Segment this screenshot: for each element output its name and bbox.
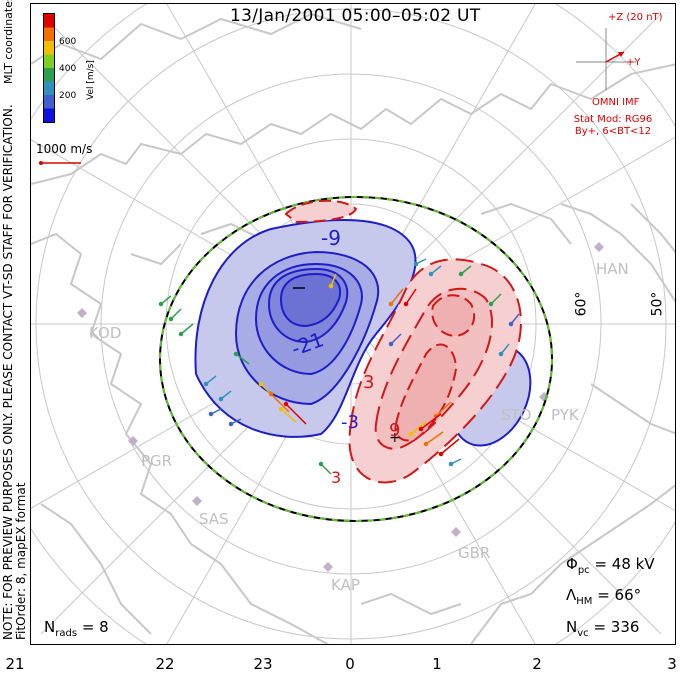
nrads-param: Nrads = 8 [44,618,109,639]
contour-label: 9 [389,420,401,441]
contour-label: 3 [363,372,375,393]
colorbar-gradient [44,14,54,122]
pcp-symbol: Φ [566,555,578,573]
convection-map: + [31,4,675,644]
contour-label: 3 [331,468,342,487]
fit-order-note: FitOrder: 8, mapEX format [14,482,28,640]
imf-by-label: +Y [626,57,641,68]
imf-clock [576,28,636,90]
colorbar-tick: 400 [59,64,77,74]
pcp-subscript: pc [577,565,590,576]
colorbar [43,13,55,123]
map-frame: + [30,3,676,645]
side-note: NOTE: FOR PREVIEW PURPOSES ONLY. PLEASE … [1,104,28,640]
hm-boundary [159,196,553,522]
pcp-value: = 48 kV [594,555,655,573]
mlt-label: 21 [5,655,25,673]
nrads-value: = 8 [81,618,109,636]
contour-label: -9 [321,226,341,250]
velocity-vectors [158,258,520,475]
scale-vector-label: 1000 m/s [36,142,93,156]
colorbar-title: Vel [m/s] [86,60,96,100]
hm-subscript: HM [576,596,593,607]
station-label-sas: SAS [199,510,229,528]
mlt-label: 1 [432,655,442,673]
hm-symbol: Λ [566,586,577,604]
station-label-kap: KAP [331,576,360,594]
stat-model-label: Stat Mod: RG96 [573,114,653,125]
station-label-pgr: PGR [141,452,173,470]
station-markers [77,242,604,572]
positive-convection-cell: + [284,199,522,484]
nvc-subscript: vc [577,628,589,639]
coordinates-label: MLT coordinates [2,0,15,84]
mlt-label: 0 [345,655,355,673]
latitude-label-50: 50° [649,291,666,317]
hm-value: = 66° [597,586,642,604]
station-label-han: HAN [596,260,629,278]
nrads-symbol: N [44,618,56,636]
pcp-param: Φpc = 48 kV [566,555,655,576]
contour-label: -3 [341,412,359,433]
mlt-label: 3 [667,655,677,673]
hm-param: ΛHM = 66° [566,586,641,607]
station-label-pyk: PYK [551,406,579,424]
svg-text:+: + [389,430,401,446]
imf-bz-label: +Z (20 nT) [608,12,663,23]
nrads-subscript: rads [55,628,78,639]
latitude-label-60: 60° [573,291,590,317]
mlt-label: 22 [155,655,175,673]
imf-source-label: OMNI IMF [592,97,640,108]
map-title: 13/Jan/2001 05:00–05:02 UT [230,6,481,26]
station-label-kod: KOD [89,324,122,342]
colorbar-tick: 600 [59,37,77,47]
station-label-gbr: GBR [458,544,491,562]
station-label-sto: STO [501,406,532,424]
mlt-label: 23 [253,655,273,673]
nvc-symbol: N [566,618,578,636]
mlt-label: 2 [532,655,542,673]
nvc-value: = 336 [593,618,640,636]
scale-vector-arrow [39,161,81,165]
colorbar-tick: 200 [59,91,77,101]
stat-condition-label: By+, 6<BT<12 [574,126,652,137]
nvc-param: Nvc = 336 [566,618,639,639]
